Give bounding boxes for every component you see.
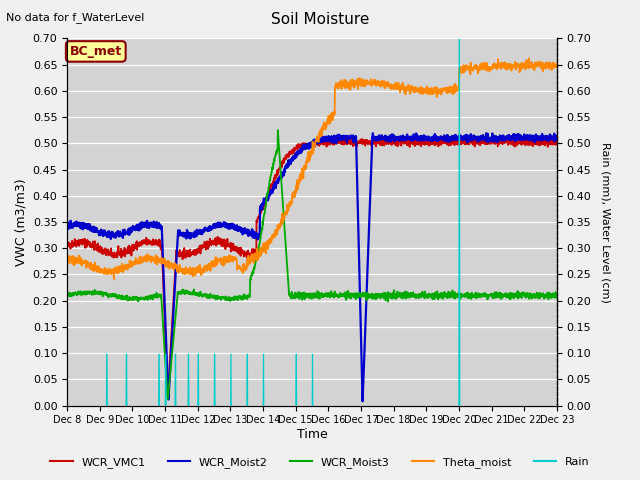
Text: BC_met: BC_met bbox=[70, 45, 122, 58]
Text: Soil Moisture: Soil Moisture bbox=[271, 12, 369, 27]
Y-axis label: Rain (mm), Water Level (cm): Rain (mm), Water Level (cm) bbox=[601, 142, 611, 302]
X-axis label: Time: Time bbox=[296, 428, 328, 441]
Text: No data for f_WaterLevel: No data for f_WaterLevel bbox=[6, 12, 145, 23]
Y-axis label: VWC (m3/m3): VWC (m3/m3) bbox=[14, 178, 27, 266]
Legend: WCR_VMC1, WCR_Moist2, WCR_Moist3, Theta_moist, Rain: WCR_VMC1, WCR_Moist2, WCR_Moist3, Theta_… bbox=[46, 452, 594, 472]
